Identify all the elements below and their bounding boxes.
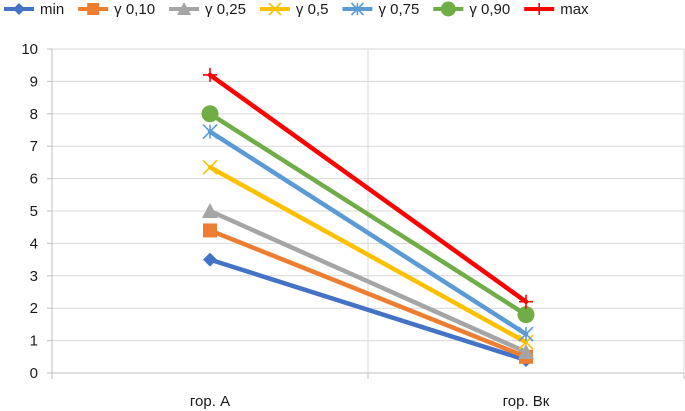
- series-line: [207, 257, 529, 363]
- legend-item: max: [524, 1, 589, 18]
- legend-item: γ 0,75: [342, 1, 419, 18]
- y-tick-label: 2: [30, 300, 38, 317]
- y-tick-label: 10: [21, 41, 38, 58]
- legend-label: γ 0,5: [296, 1, 329, 18]
- star-marker: [350, 2, 365, 16]
- legend-label: γ 0,90: [469, 1, 510, 18]
- grid: [52, 48, 685, 373]
- series-line: [207, 129, 529, 337]
- triangle-marker: [202, 203, 218, 218]
- series-line: [207, 208, 529, 355]
- x-marker: [202, 159, 218, 175]
- plus-marker: [203, 67, 217, 82]
- series-γ 0,75: [202, 124, 534, 342]
- series-line: [207, 165, 529, 345]
- square-marker: [203, 223, 217, 238]
- y-tick-label: 3: [30, 268, 38, 285]
- series-line: [207, 228, 529, 360]
- star-marker: [202, 124, 218, 140]
- legend-item: γ 0,90: [433, 1, 510, 18]
- square-marker: [87, 3, 100, 15]
- y-tick-label: 0: [30, 365, 38, 382]
- legend-label: min: [40, 1, 64, 18]
- legend-item: γ 0,25: [169, 1, 246, 18]
- series-γ 0,5: [202, 159, 534, 350]
- y-tick-label: 6: [30, 171, 38, 188]
- triangle-marker: [177, 2, 192, 15]
- y-tick-label: 4: [30, 235, 38, 252]
- x-marker: [518, 334, 534, 350]
- x-marker: [268, 2, 282, 16]
- legend-item: γ 0,10: [78, 1, 155, 18]
- y-tick-label: 5: [30, 203, 38, 220]
- star-marker: [518, 326, 534, 342]
- y-tick-label: 9: [30, 73, 38, 90]
- series-line: [207, 72, 529, 304]
- y-tick-label: 1: [30, 333, 38, 350]
- circle-marker: [201, 105, 219, 123]
- series-max: [203, 67, 533, 309]
- series-γ 0,90: [201, 105, 535, 324]
- series-line: [207, 111, 529, 317]
- plus-marker: [533, 3, 546, 15]
- series-γ 0,25: [202, 203, 534, 359]
- x-tick-label: гор. А: [190, 393, 230, 410]
- y-tick-label: 7: [30, 138, 38, 155]
- axes: 0 1 2 3 4 5 6 7 8 9 10 гор. А гор. Вк: [21, 41, 685, 410]
- legend-item: min: [4, 1, 64, 18]
- diamond-marker: [203, 252, 217, 267]
- diamond-marker: [13, 3, 25, 15]
- plus-marker: [519, 294, 533, 309]
- legend-label: max: [560, 1, 589, 18]
- legend: min γ 0,10 γ 0,25 γ 0,5 γ 0,75 γ 0,90 max: [4, 1, 589, 18]
- x-tick-label: гор. Вк: [503, 393, 550, 410]
- legend-item: γ 0,5: [259, 1, 329, 18]
- circle-marker: [517, 306, 535, 324]
- triangle-marker: [518, 343, 534, 359]
- circle-marker: [440, 1, 456, 17]
- legend-label: γ 0,75: [378, 1, 419, 18]
- series-group: [201, 67, 535, 368]
- y-tick-label: 8: [30, 106, 38, 123]
- legend-label: γ 0,10: [114, 1, 155, 18]
- legend-label: γ 0,25: [205, 1, 246, 18]
